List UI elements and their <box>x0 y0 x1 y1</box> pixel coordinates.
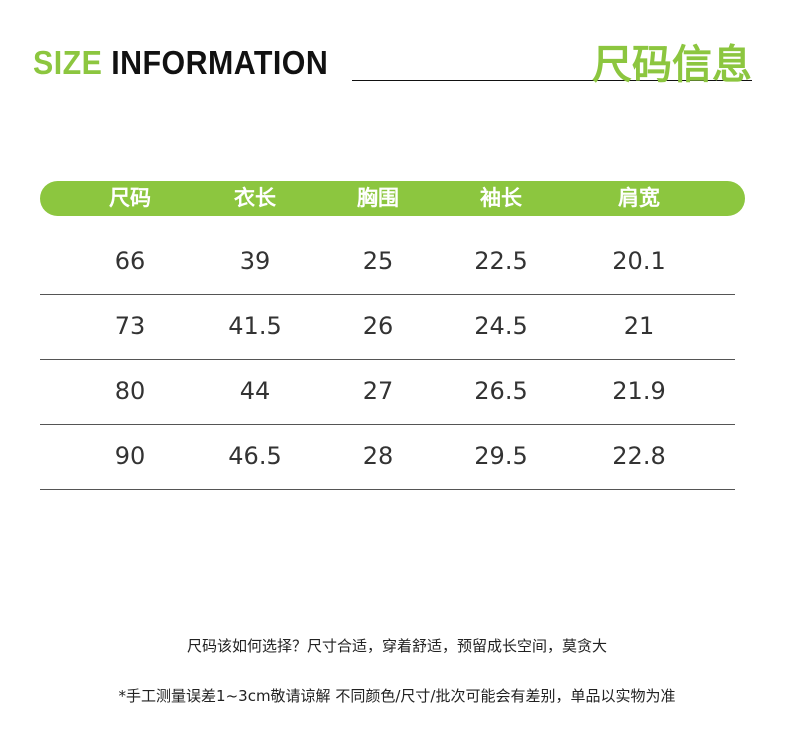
table-cell: 80 <box>114 377 146 405</box>
size-advice-note: 尺码该如何选择？尺寸合适，穿着舒适，预留成长空间，莫贪大 <box>186 637 607 655</box>
table-cell: 73 <box>114 312 146 340</box>
title-size: SIZE <box>33 44 103 81</box>
table-cell: 26 <box>362 312 394 340</box>
table-cell: 41.5 <box>228 312 282 340</box>
table-cell: 90 <box>114 442 146 470</box>
table-cell: 27 <box>362 377 394 405</box>
table-cell: 21.9 <box>612 377 666 405</box>
table-header: 尺码 衣长 胸围 袖长 肩宽 <box>40 181 745 216</box>
table-cell: 25 <box>362 247 394 275</box>
table-row: 90 46.5 28 29.5 22.8 <box>40 424 735 490</box>
measurement-disclaimer: *手工测量误差1~3cm敬请谅解 不同颜色/尺寸/批次可能会有差别，单品以实物为… <box>118 687 676 705</box>
title-chinese: 尺码信息 <box>592 42 752 88</box>
table-cell: 39 <box>239 247 271 275</box>
table-cell: 66 <box>114 247 146 275</box>
title-information: INFORMATION <box>111 44 329 81</box>
table-cell: 28 <box>362 442 394 470</box>
table-row: 80 44 27 26.5 21.9 <box>40 359 735 425</box>
column-header: 胸围 <box>357 186 399 210</box>
table-row: 73 41.5 26 24.5 21 <box>40 294 735 360</box>
table-cell: 26.5 <box>474 377 528 405</box>
table-cell: 20.1 <box>612 247 666 275</box>
table-cell: 46.5 <box>228 442 282 470</box>
column-header: 肩宽 <box>618 186 660 210</box>
column-header: 尺码 <box>109 186 151 210</box>
table-cell: 21 <box>623 312 655 340</box>
title-english: SIZE INFORMATION <box>33 44 328 82</box>
table-row: 66 39 25 22.5 20.1 <box>40 229 735 295</box>
table-cell: 44 <box>239 377 271 405</box>
table-cell: 24.5 <box>474 312 528 340</box>
table-cell: 22.8 <box>612 442 666 470</box>
table-cell: 22.5 <box>474 247 528 275</box>
column-header: 袖长 <box>480 186 522 210</box>
title-divider <box>352 80 752 81</box>
table-cell: 29.5 <box>474 442 528 470</box>
column-header: 衣长 <box>234 186 276 210</box>
